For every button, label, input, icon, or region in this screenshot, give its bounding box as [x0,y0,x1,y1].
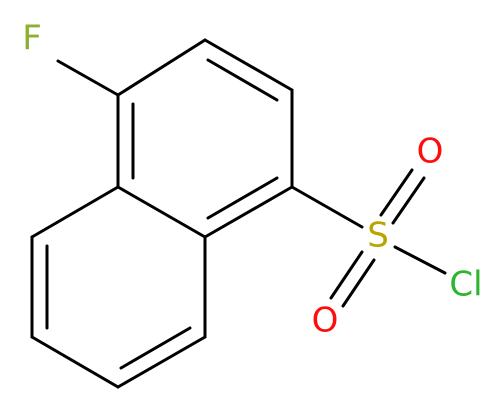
bond [206,58,279,102]
bond [30,335,120,389]
bond [206,176,279,220]
bond [30,185,120,239]
atom-label: Cl [449,265,482,305]
bond [341,258,376,308]
atom-label: O [312,301,339,341]
bond [116,335,207,389]
bond [119,326,192,370]
bond [56,59,120,97]
bond [116,38,207,97]
atom-label: O [417,132,444,172]
bond [391,176,426,225]
bond [203,185,294,239]
bond [290,185,364,229]
bonds [30,38,447,389]
bond [393,245,447,275]
bond [116,185,207,239]
atom-label: F [22,19,42,59]
bond [379,168,414,217]
bond [203,38,294,92]
atom-label: S [367,216,389,256]
bond [329,250,364,300]
